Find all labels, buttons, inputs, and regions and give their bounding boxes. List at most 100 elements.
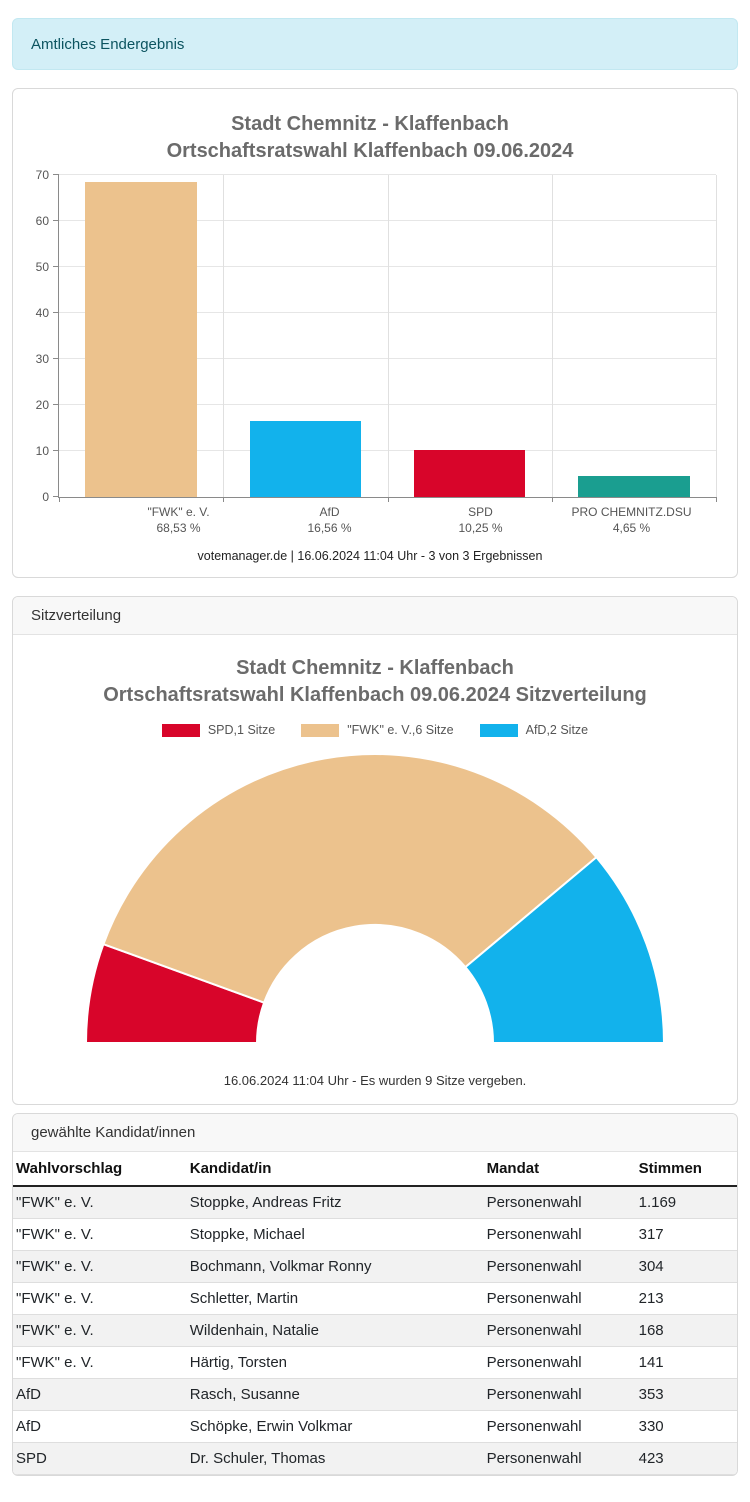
x-axis-tick	[716, 497, 717, 502]
bar-cell	[223, 175, 387, 497]
bar-chart-footer: votemanager.de | 16.06.2024 11:04 Uhr - …	[197, 549, 543, 563]
cell-mandat: Personenwahl	[483, 1218, 636, 1251]
candidates-table-header-row: Wahlvorschlag Kandidat/in Mandat Stimmen	[13, 1152, 737, 1187]
v-gridline	[551, 175, 553, 497]
y-axis-tick	[53, 450, 59, 451]
y-tick-label: 50	[35, 260, 49, 274]
seat-distribution-card: Sitzverteilung Stadt Chemnitz - Klaffenb…	[12, 596, 738, 1105]
bar-chart-title-line1: Stadt Chemnitz - Klaffenbach	[231, 113, 509, 135]
cell-kandidat: Bochmann, Volkmar Ronny	[186, 1250, 484, 1283]
seat-distribution-header-label: Sitzverteilung	[31, 607, 122, 624]
bar-3	[413, 449, 526, 497]
table-row: "FWK" e. V. Stoppke, Michael Personenwahl 3…	[13, 1218, 737, 1251]
cell-kandidat: Schöpke, Erwin Volkmar	[186, 1410, 484, 1443]
table-row: "FWK" e. V. Stoppke, Andreas Fritz Persone…	[13, 1186, 737, 1219]
donut-chart-title-line2: Ortschaftsratswahl Klaffenbach 09.06.202…	[103, 684, 647, 706]
category-percent: 16,56 %	[307, 521, 352, 535]
table-row: SPD Dr. Schuler, Thomas Personenwahl 423	[13, 1442, 737, 1475]
bar-cell	[388, 175, 552, 497]
h-gridline	[59, 174, 716, 175]
x-axis-tick	[551, 497, 553, 502]
y-tick-label: 0	[42, 490, 49, 504]
cell-wahlvorschlag: "FWK" e. V.	[13, 1218, 187, 1251]
legend-item: AfD,2 Sitze	[479, 723, 589, 737]
table-row: AfD Schöpke, Erwin Volkmar Personenwahl 330	[13, 1410, 737, 1443]
candidates-table: Wahlvorschlag Kandidat/in Mandat Stimmen "F…	[13, 1152, 737, 1475]
cell-mandat: Personenwahl	[483, 1250, 636, 1283]
category-name: PRO CHEMNITZ.DSU	[571, 505, 692, 519]
y-axis-tick	[53, 404, 59, 405]
candidates-header: gewählte Kandidat/innen	[13, 1114, 737, 1152]
cell-stimmen: 213	[635, 1282, 737, 1315]
category-label: PRO CHEMNITZ.DSU 4,65 %	[556, 504, 707, 536]
category-percent: 68,53 %	[156, 521, 201, 535]
candidates-header-label: gewählte Kandidat/innen	[31, 1124, 196, 1141]
legend-swatch	[161, 723, 200, 737]
cell-kandidat: Dr. Schuler, Thomas	[186, 1442, 484, 1475]
category-name: SPD	[468, 505, 493, 519]
cell-wahlvorschlag: "FWK" e. V.	[13, 1314, 187, 1347]
x-axis-tick	[59, 497, 60, 502]
cell-kandidat: Stoppke, Andreas Fritz	[186, 1186, 484, 1219]
cell-kandidat: Stoppke, Michael	[186, 1218, 484, 1251]
bar-chart-title-line2: Ortschaftsratswahl Klaffenbach 09.06.202…	[166, 140, 574, 162]
table-row: "FWK" e. V. Härtig, Torsten Personenwahl 14…	[13, 1346, 737, 1379]
cell-stimmen: 304	[635, 1250, 737, 1283]
table-row: AfD Rasch, Susanne Personenwahl 353	[13, 1378, 737, 1411]
legend-item: "FWK" e. V.,6 Sitze	[301, 723, 454, 737]
category-name: AfD	[319, 505, 340, 519]
y-axis-tick	[53, 496, 59, 497]
category-label: "FWK" e. V. 68,53 %	[103, 504, 254, 536]
x-axis-tick	[223, 497, 225, 502]
cell-wahlvorschlag: "FWK" e. V.	[13, 1186, 187, 1219]
legend-swatch	[301, 723, 340, 737]
seat-donut-svg	[84, 752, 666, 1044]
status-banner-label: Amtliches Endergebnis	[31, 35, 185, 53]
cell-wahlvorschlag: "FWK" e. V.	[13, 1250, 187, 1283]
y-tick-label: 70	[35, 168, 49, 182]
cell-stimmen: 168	[635, 1314, 737, 1347]
y-axis-tick	[53, 266, 59, 267]
bar-chart-title: Stadt Chemnitz - Klaffenbach Ortschaftsr…	[13, 111, 727, 165]
cell-wahlvorschlag: "FWK" e. V.	[13, 1346, 187, 1379]
y-tick-label: 40	[35, 306, 49, 320]
y-tick-label: 10	[35, 444, 49, 458]
category-label: SPD 10,25 %	[405, 504, 556, 536]
bar-2	[249, 420, 362, 497]
legend-label: SPD,1 Sitze	[207, 723, 276, 737]
cell-stimmen: 423	[635, 1442, 737, 1475]
cell-stimmen: 141	[635, 1346, 737, 1379]
donut-segment-fwkev	[102, 752, 598, 1004]
category-name: "FWK" e. V.	[147, 505, 210, 519]
seat-donut-chart: Stadt Chemnitz - Klaffenbach Ortschaftsr…	[13, 635, 737, 1104]
cell-mandat: Personenwahl	[483, 1186, 636, 1219]
x-axis-tick	[387, 497, 389, 502]
cell-stimmen: 1.169	[635, 1186, 737, 1219]
bar-1	[85, 181, 197, 497]
cell-kandidat: Härtig, Torsten	[186, 1346, 484, 1379]
column-header: Mandat	[483, 1152, 636, 1187]
legend-label: "FWK" e. V.,6 Sitze	[347, 723, 454, 737]
candidates-card: gewählte Kandidat/innen Wahlvorschlag Kan…	[12, 1113, 738, 1476]
y-axis-tick	[53, 312, 59, 313]
cell-mandat: Personenwahl	[483, 1378, 636, 1411]
legend-label: AfD,2 Sitze	[525, 723, 589, 737]
seat-distribution-header: Sitzverteilung	[13, 597, 737, 635]
bar-cell	[59, 175, 223, 497]
cell-kandidat: Rasch, Susanne	[186, 1378, 484, 1411]
y-axis-tick	[53, 358, 59, 359]
donut-caption: 16.06.2024 11:04 Uhr - Es wurden 9 Sitze…	[223, 1073, 527, 1088]
cell-wahlvorschlag: AfD	[13, 1410, 187, 1443]
cell-wahlvorschlag: SPD	[13, 1442, 187, 1475]
cell-stimmen: 317	[635, 1218, 737, 1251]
y-axis-tick	[53, 220, 59, 221]
bars-layer	[59, 175, 716, 497]
y-axis-tick	[53, 174, 59, 175]
cell-stimmen: 330	[635, 1410, 737, 1443]
cell-mandat: Personenwahl	[483, 1442, 636, 1475]
cell-kandidat: Schletter, Martin	[186, 1282, 484, 1315]
bar-chart: Stadt Chemnitz - Klaffenbach Ortschaftsr…	[13, 89, 737, 577]
bar-chart-card: Stadt Chemnitz - Klaffenbach Ortschaftsr…	[12, 88, 738, 578]
cell-kandidat: Wildenhain, Natalie	[186, 1314, 484, 1347]
cell-mandat: Personenwahl	[483, 1282, 636, 1315]
